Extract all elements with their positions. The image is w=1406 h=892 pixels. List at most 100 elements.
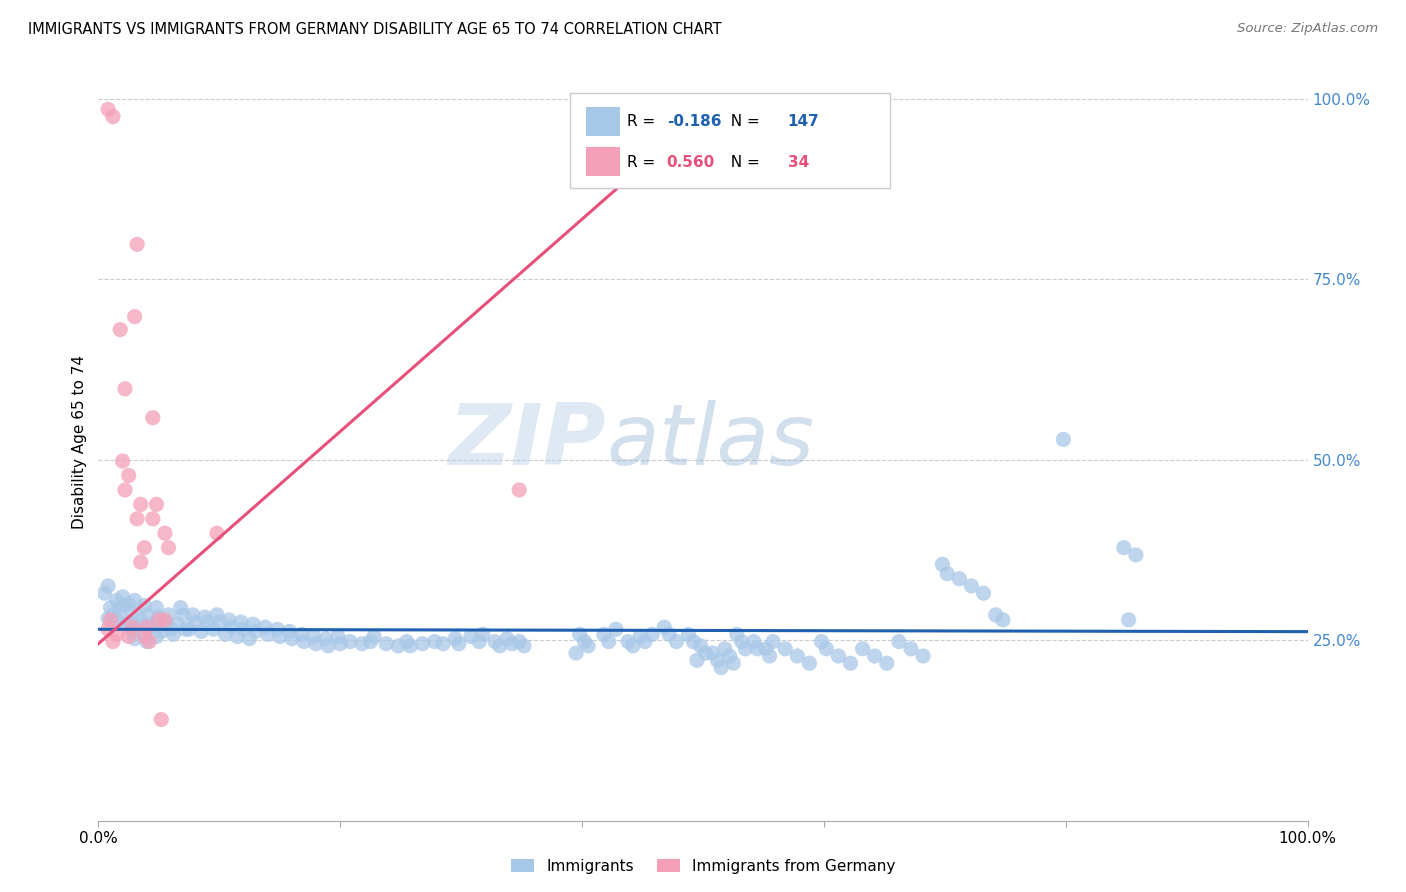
Point (135, 634, 157, 648)
Point (496, 632, 519, 646)
Point (706, 653, 728, 667)
Point (101, 634, 124, 648)
Point (960, 579, 983, 593)
Point (702, 646, 724, 660)
Point (302, 630, 325, 644)
Point (150, 713, 173, 727)
Point (574, 634, 596, 648)
Point (810, 634, 832, 648)
Point (725, 627, 748, 641)
Point (628, 630, 651, 644)
Point (118, 615, 141, 629)
Point (254, 620, 277, 634)
Text: N =: N = (721, 114, 765, 129)
Point (218, 613, 240, 627)
Legend: Immigrants, Immigrants from Germany: Immigrants, Immigrants from Germany (505, 853, 901, 880)
Point (160, 622, 183, 636)
Point (1118, 613, 1140, 627)
Point (256, 627, 278, 641)
Point (142, 617, 165, 632)
Point (471, 627, 494, 641)
Point (108, 323, 131, 337)
Point (315, 632, 337, 646)
Point (689, 639, 711, 653)
Point (134, 541, 156, 555)
Point (329, 637, 352, 651)
Point (900, 641, 922, 656)
Point (411, 637, 433, 651)
Point (145, 630, 167, 644)
Point (326, 630, 349, 644)
Point (229, 615, 252, 629)
Point (118, 597, 141, 611)
Point (134, 627, 156, 641)
Point (105, 593, 128, 607)
Point (190, 624, 212, 639)
Point (174, 622, 197, 636)
Point (118, 630, 141, 644)
Point (1052, 433, 1074, 447)
Point (912, 648, 935, 663)
Point (269, 630, 291, 644)
Point (742, 634, 765, 648)
Point (153, 526, 176, 541)
Text: 0.560: 0.560 (666, 155, 716, 170)
Point (105, 627, 128, 641)
Point (460, 630, 482, 644)
Point (863, 648, 886, 663)
Point (316, 639, 339, 653)
Point (242, 617, 264, 632)
Point (127, 618, 149, 632)
Point (184, 615, 207, 629)
Point (489, 639, 512, 653)
Point (97, 103, 120, 117)
Point (148, 610, 170, 624)
Point (129, 613, 152, 627)
Point (576, 639, 599, 653)
Point (239, 632, 262, 646)
Point (508, 483, 530, 497)
Point (208, 615, 231, 629)
Point (166, 617, 188, 632)
Point (108, 603, 131, 617)
Point (363, 630, 385, 644)
Point (97, 579, 120, 593)
Point (723, 657, 745, 671)
Point (169, 600, 191, 615)
Point (1125, 548, 1147, 562)
Point (153, 613, 176, 627)
Point (887, 634, 910, 648)
Text: IMMIGRANTS VS IMMIGRANTS FROM GERMANY DISABILITY AGE 65 TO 74 CORRELATION CHART: IMMIGRANTS VS IMMIGRANTS FROM GERMANY DI… (28, 22, 721, 37)
Bar (586, 107, 620, 136)
Point (111, 599, 134, 613)
Point (290, 627, 312, 641)
Point (266, 622, 288, 636)
Point (686, 653, 709, 667)
Point (501, 637, 523, 651)
Point (114, 382, 136, 396)
FancyBboxPatch shape (569, 93, 890, 187)
Point (305, 637, 328, 651)
Point (194, 610, 217, 624)
Point (121, 624, 143, 639)
Point (815, 641, 838, 656)
Point (621, 639, 644, 653)
Point (124, 632, 146, 646)
Point (931, 558, 953, 572)
Point (991, 613, 1014, 627)
Point (281, 632, 304, 646)
Point (101, 607, 124, 622)
Point (118, 468, 141, 483)
Point (786, 648, 808, 663)
Point (387, 639, 409, 653)
Point (678, 627, 700, 641)
Point (399, 639, 422, 653)
Point (150, 624, 173, 639)
Text: atlas: atlas (606, 400, 814, 483)
Point (799, 657, 821, 671)
Point (135, 620, 157, 634)
Point (138, 634, 160, 648)
Point (142, 512, 165, 526)
Point (747, 641, 769, 656)
Text: ZIP: ZIP (449, 400, 606, 483)
